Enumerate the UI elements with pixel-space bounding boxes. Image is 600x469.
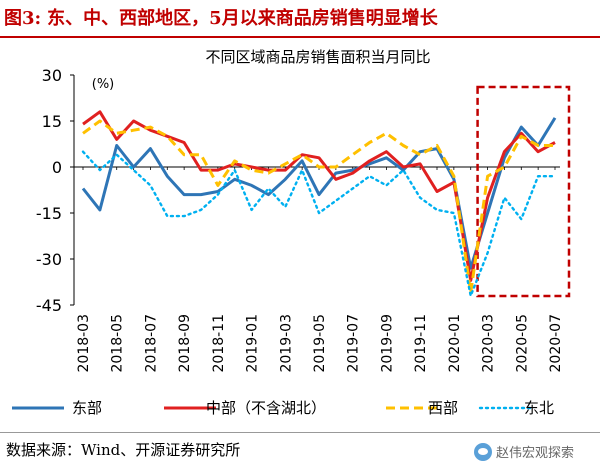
chart-title: 不同区域商品房销售面积当月同比 — [205, 48, 430, 66]
wechat-icon — [474, 442, 492, 461]
x-tick-label: 2018-03 — [76, 314, 92, 373]
series-line-西部 — [82, 119, 555, 295]
unit-label: (%) — [92, 77, 115, 92]
figure-title: 图3: 东、中、西部地区，5月以来商品房销售明显增长 — [4, 4, 438, 30]
legend: 东部 中部（不含湖北） 西部 东北 — [12, 399, 554, 417]
legend-label: 东北 — [524, 399, 554, 417]
watermark: 赵伟宏观探索 — [474, 442, 574, 461]
x-tick-label: 2019-09 — [379, 314, 395, 373]
legend-label: 东部 — [72, 399, 102, 417]
x-tick-label: 2020-03 — [481, 314, 497, 373]
figure-number: 图3: — [4, 8, 42, 29]
source-note: 数据来源：Wind、开源证券研究所 — [6, 441, 241, 459]
y-tick-label: -30 — [36, 250, 62, 269]
highlight-box — [476, 85, 571, 298]
series-group — [81, 110, 557, 297]
series-line-中部（不含湖北） — [82, 110, 556, 282]
x-tick-label: 2020-05 — [514, 314, 530, 373]
figure-title-text: 东、中、西部地区，5月以来商品房销售明显增长 — [47, 8, 438, 29]
x-tick-label: 2018-11 — [211, 314, 227, 373]
x-tick-label: 2019-03 — [278, 314, 294, 373]
x-tick-label: 2018-09 — [177, 314, 193, 373]
highlight-rect — [476, 85, 571, 298]
x-tick-label: 2019-01 — [245, 314, 261, 373]
x-tick-label: 2020-01 — [447, 314, 463, 373]
y-tick-label: 30 — [42, 66, 62, 85]
x-tick-label: 2018-07 — [143, 314, 159, 373]
x-tick-label: 2018-05 — [110, 314, 126, 373]
y-tick-label: -45 — [36, 296, 62, 315]
title-rule — [0, 36, 600, 38]
x-tick-label: 2019-05 — [312, 314, 328, 373]
y-tick-label: 0 — [52, 158, 62, 177]
y-tick-label: 15 — [42, 112, 62, 131]
legend-label: 中部（不含湖北） — [206, 399, 326, 417]
y-tick-label: -15 — [36, 204, 62, 223]
chart: 不同区域商品房销售面积当月同比 (%) 30 15 0 -15 -30 -45 2018-0… — [12, 48, 571, 417]
x-tick-label: 2020-07 — [548, 314, 564, 373]
series-line-东北 — [81, 150, 557, 297]
watermark-text: 赵伟宏观探索 — [496, 446, 575, 461]
x-tick-label: 2019-11 — [413, 314, 429, 373]
bottom-rule — [0, 432, 600, 433]
x-tick-label: 2019-07 — [346, 314, 362, 373]
legend-label: 西部 — [428, 399, 458, 417]
